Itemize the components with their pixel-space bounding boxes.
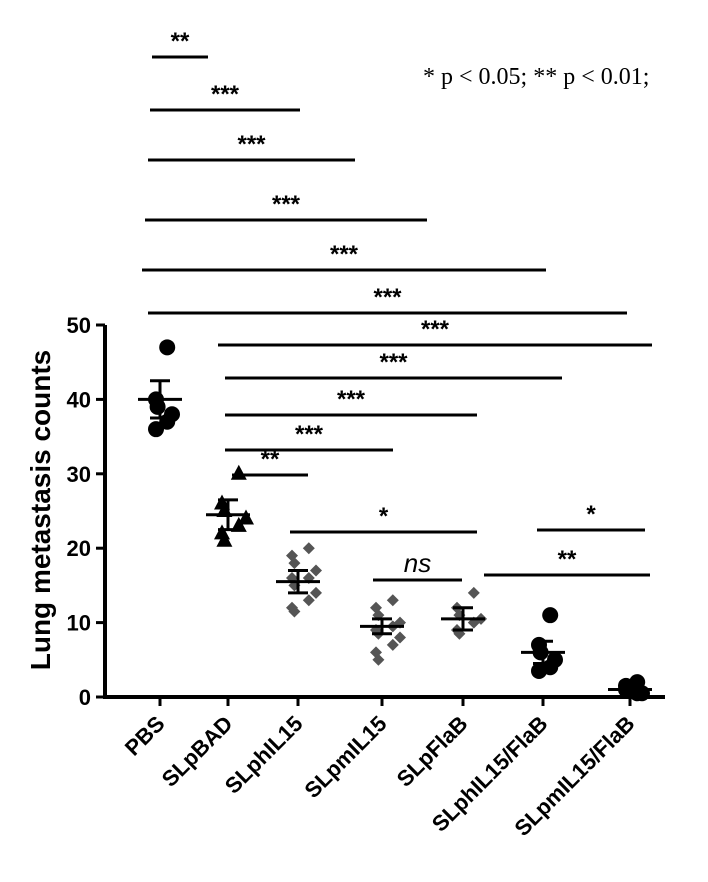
significance-label: * — [379, 503, 389, 530]
data-point — [238, 509, 254, 525]
y-tick-label: 40 — [67, 387, 91, 412]
data-point — [467, 586, 480, 599]
data-point — [310, 564, 322, 577]
significance-label: *** — [379, 349, 408, 376]
data-point — [148, 421, 164, 438]
y-tick-label: 30 — [67, 462, 91, 487]
y-axis-title: Lung metastasis counts — [25, 350, 56, 671]
data-point — [288, 605, 301, 618]
data-point — [372, 653, 385, 666]
data-point — [288, 557, 301, 570]
data-point — [230, 464, 247, 480]
significance-label: *** — [421, 316, 450, 343]
x-tick-label: PBS — [120, 711, 170, 761]
x-tick-label: SLpmIL15 — [300, 711, 392, 803]
data-point — [531, 662, 547, 679]
significance-label: ns — [404, 548, 431, 578]
significance-label: ** — [261, 446, 280, 473]
data-point — [302, 542, 315, 555]
data-point — [542, 607, 559, 624]
data-point — [302, 594, 315, 607]
data-point — [149, 398, 166, 415]
data-points — [138, 339, 652, 702]
significance-label: * — [586, 501, 596, 528]
x-tick-label: SLpFlaB — [392, 711, 473, 792]
data-point — [310, 586, 322, 599]
significance-label: *** — [211, 81, 240, 108]
data-point — [216, 531, 233, 547]
axes — [103, 325, 665, 699]
data-point — [159, 339, 176, 356]
significance-label: ** — [558, 546, 577, 573]
y-tick-label: 0 — [79, 685, 91, 710]
y-tick-label: 10 — [67, 611, 91, 636]
data-point — [386, 594, 399, 607]
significance-label: *** — [337, 386, 366, 413]
significance-label: ** — [171, 28, 190, 55]
y-ticks: 0 10 20 30 40 50 — [67, 313, 105, 710]
significance-label: *** — [330, 241, 359, 268]
significance-layer: ********************************ns *** — [142, 28, 652, 582]
significance-label: *** — [237, 131, 266, 158]
significance-label: *** — [295, 421, 324, 448]
y-tick-label: 20 — [67, 536, 91, 561]
significance-label: *** — [272, 191, 301, 218]
data-point — [386, 638, 399, 651]
significance-label: *** — [373, 284, 402, 311]
y-tick-label: 50 — [67, 313, 91, 338]
p-value-legend: * p < 0.05; ** p < 0.01; — [423, 64, 649, 90]
data-point — [394, 631, 406, 644]
